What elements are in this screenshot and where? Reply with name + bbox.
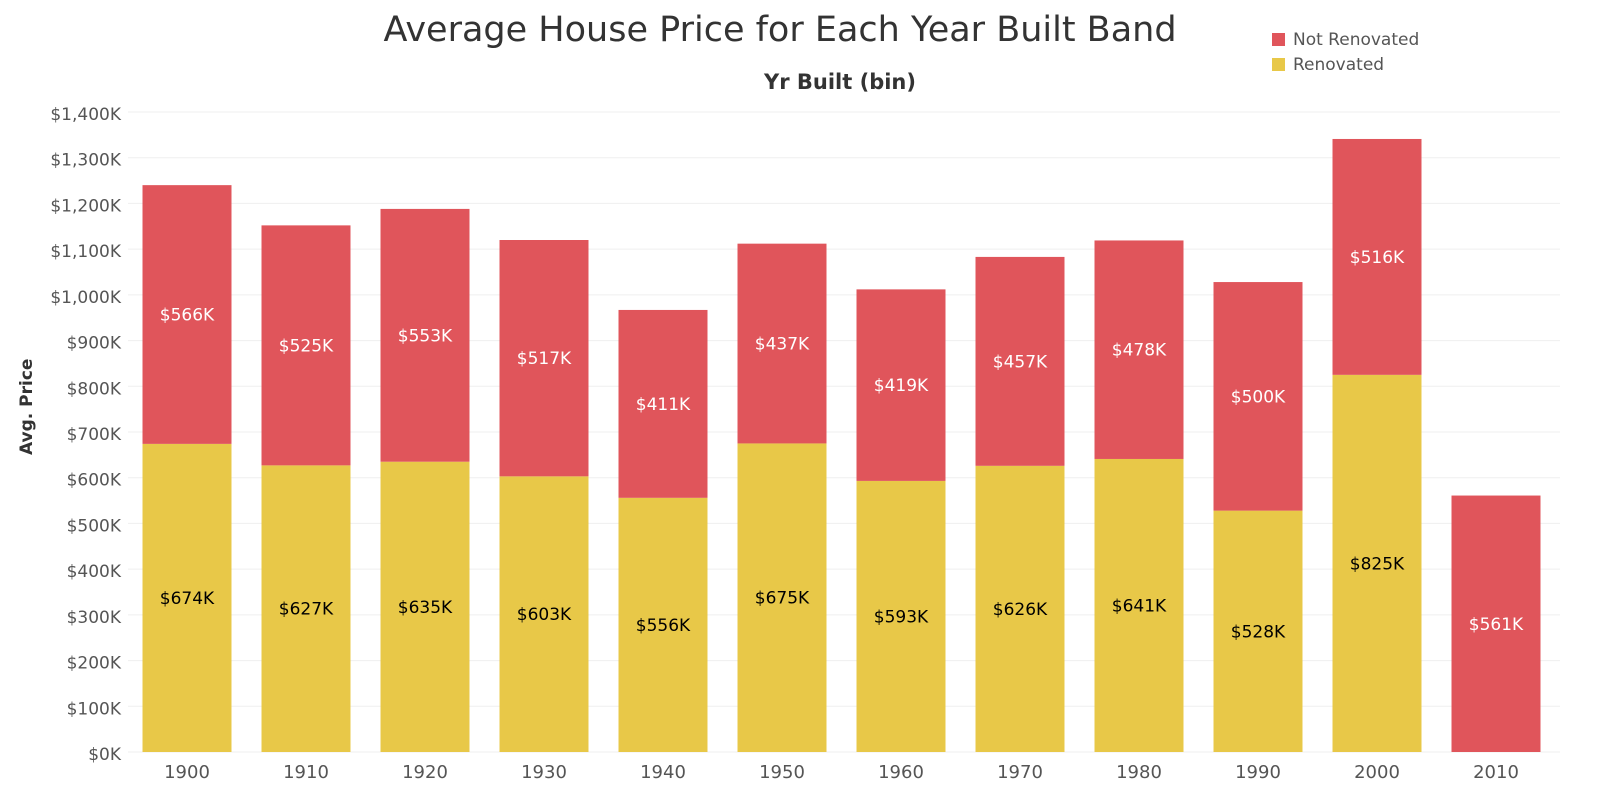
bar-segment-renovated[interactable] — [856, 480, 946, 752]
x-tick-label: 1920 — [402, 762, 448, 783]
bar-segment-not-renovated[interactable] — [1213, 282, 1303, 511]
legend-label-renovated: Renovated — [1293, 54, 1385, 75]
data-label: $525K — [279, 336, 334, 356]
x-tick-label: 1980 — [1116, 762, 1162, 783]
x-tick-label: 1940 — [640, 762, 686, 783]
legend-item-renovated[interactable]: Renovated — [1272, 52, 1419, 77]
x-tick-label: 1910 — [283, 762, 329, 783]
data-label: $603K — [517, 605, 572, 625]
legend-swatch-not-renovated — [1272, 33, 1285, 46]
y-tick-label: $700K — [67, 425, 122, 445]
bar-segment-renovated[interactable] — [618, 497, 708, 752]
y-tick-label: $400K — [67, 562, 122, 582]
x-tick-label: 2010 — [1473, 762, 1519, 783]
data-label: $675K — [755, 589, 810, 609]
bar-segment-not-renovated[interactable] — [261, 225, 351, 466]
bar-segment-renovated[interactable] — [380, 461, 470, 752]
bar-segment-not-renovated[interactable] — [380, 208, 470, 462]
bar-segment-renovated[interactable] — [1213, 510, 1303, 752]
data-label: $627K — [279, 600, 334, 620]
y-tick-label: $1,400K — [50, 105, 121, 125]
bar-segment-renovated[interactable] — [499, 476, 589, 752]
y-tick-label: $1,100K — [50, 242, 121, 262]
legend[interactable]: Not Renovated Renovated — [1272, 27, 1419, 77]
y-tick-label: $1,300K — [50, 151, 121, 171]
bar-segment-not-renovated[interactable] — [856, 289, 946, 481]
x-tick-label: 1960 — [878, 762, 924, 783]
bar-segment-not-renovated[interactable] — [1094, 240, 1184, 459]
data-label: $641K — [1112, 596, 1167, 616]
data-label: $566K — [160, 306, 215, 326]
y-tick-label: $1,200K — [50, 196, 121, 216]
bars — [142, 138, 1541, 752]
data-label: $626K — [993, 600, 1048, 620]
y-tick-label: $300K — [67, 608, 122, 628]
x-tick-label: 1930 — [521, 762, 567, 783]
y-tick-label: $500K — [67, 516, 122, 536]
chart-title: Average House Price for Each Year Built … — [383, 10, 1177, 50]
y-tick-label: $800K — [67, 379, 122, 399]
bar-segment-renovated[interactable] — [261, 465, 351, 752]
bar-segment-not-renovated[interactable] — [1332, 138, 1422, 375]
data-label: $419K — [874, 376, 929, 396]
bar-segment-renovated[interactable] — [975, 465, 1065, 752]
data-label: $556K — [636, 616, 691, 636]
data-label: $593K — [874, 607, 929, 627]
bar-segment-not-renovated[interactable] — [499, 240, 589, 477]
y-tick-label: $600K — [67, 471, 122, 491]
bar-segment-not-renovated[interactable] — [618, 309, 708, 498]
bar-segment-renovated[interactable] — [142, 443, 232, 752]
x-axis-ticks: 1900 1910 1920 1930 1940 1950 1960 1970 1980 1990… — [164, 762, 1519, 783]
data-label: $825K — [1350, 554, 1405, 574]
legend-item-not-renovated[interactable]: Not Renovated — [1272, 27, 1419, 52]
bar-segment-not-renovated[interactable] — [1451, 495, 1541, 752]
data-label: $635K — [398, 598, 453, 618]
y-axis-ticks: $0K $100K $200K $300K $400K $500K $600K $700K $8… — [50, 105, 121, 765]
y-tick-label: $1,000K — [50, 288, 121, 308]
y-tick-label: $100K — [67, 699, 122, 719]
legend-swatch-renovated — [1272, 58, 1285, 71]
data-label: $553K — [398, 326, 453, 346]
data-label: $561K — [1469, 615, 1524, 635]
data-label: $516K — [1350, 248, 1405, 268]
x-tick-label: 1970 — [997, 762, 1043, 783]
x-tick-label: 2000 — [1354, 762, 1400, 783]
grid-lines — [128, 111, 1560, 753]
data-label: $528K — [1231, 622, 1286, 642]
data-label: $437K — [755, 335, 810, 355]
bar-segment-renovated[interactable] — [737, 443, 827, 752]
y-tick-label: $200K — [67, 654, 122, 674]
y-tick-label: $900K — [67, 334, 122, 354]
bar-labels: $674K $566K $627K $525K $635K $553K $603K $517K… — [160, 248, 1524, 642]
bar-segment-not-renovated[interactable] — [142, 185, 232, 444]
x-tick-label: 1950 — [759, 762, 805, 783]
bar-segment-not-renovated[interactable] — [975, 256, 1065, 466]
bar-segment-renovated[interactable] — [1094, 458, 1184, 752]
data-label: $457K — [993, 352, 1048, 372]
data-label: $517K — [517, 349, 572, 369]
bar-segment-renovated[interactable] — [1332, 374, 1422, 752]
x-tick-label: 1900 — [164, 762, 210, 783]
data-label: $478K — [1112, 341, 1167, 361]
data-label: $674K — [160, 589, 215, 609]
x-tick-label: 1990 — [1235, 762, 1281, 783]
y-tick-label: $0K — [88, 745, 122, 765]
bar-segment-not-renovated[interactable] — [737, 243, 827, 444]
legend-label-not-renovated: Not Renovated — [1293, 29, 1420, 50]
x-axis-title: Yr Built (bin) — [764, 70, 916, 94]
data-label: $411K — [636, 395, 691, 415]
data-label: $500K — [1231, 387, 1286, 407]
